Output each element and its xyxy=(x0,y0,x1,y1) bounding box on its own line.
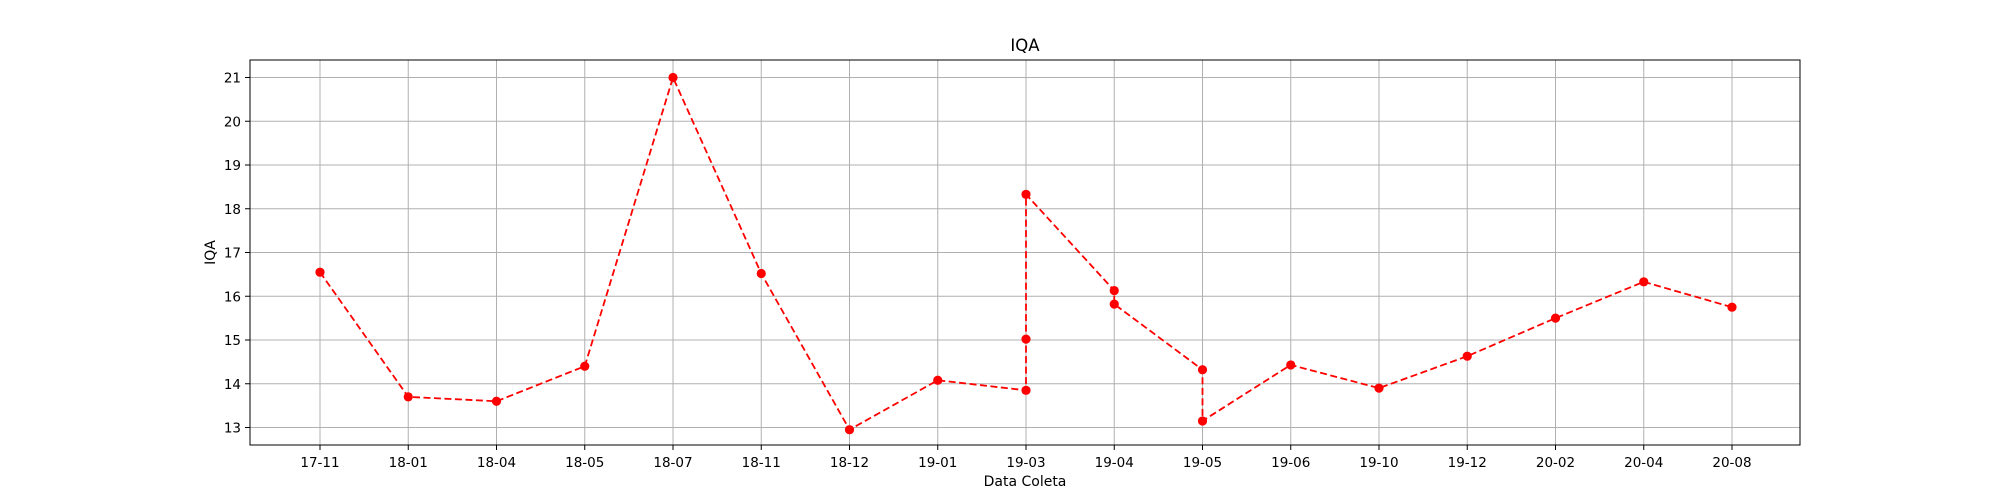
x-axis: 17-11 18-01 18-04 18-05 18-07 18-11 18-12 19-01… xyxy=(300,445,1752,471)
grid xyxy=(250,60,1800,445)
x-tick-label: 19-10 xyxy=(1359,455,1398,471)
x-axis-label: Data Coleta xyxy=(984,474,1067,490)
y-tick-label: 20 xyxy=(224,114,241,130)
data-point xyxy=(1462,351,1472,361)
y-tick-label: 21 xyxy=(224,71,241,87)
x-tick-label: 20-02 xyxy=(1536,455,1575,471)
x-tick-label: 18-01 xyxy=(389,455,428,471)
data-point xyxy=(315,267,325,277)
x-tick-label: 18-12 xyxy=(830,455,869,471)
data-point xyxy=(756,268,766,279)
x-tick-label: 19-12 xyxy=(1448,455,1487,471)
y-tick-label: 18 xyxy=(224,202,241,218)
chart-title: IQA xyxy=(1010,36,1040,55)
data-point xyxy=(1550,313,1561,323)
x-tick-label: 17-11 xyxy=(300,455,339,471)
x-tick-label: 19-06 xyxy=(1271,455,1310,471)
data-point xyxy=(1109,285,1119,296)
x-tick-label: 19-01 xyxy=(918,455,957,471)
data-point xyxy=(403,392,413,402)
y-axis-label: IQA xyxy=(203,240,219,265)
data-point xyxy=(668,72,678,83)
data-point xyxy=(1021,385,1031,395)
data-point xyxy=(580,361,590,371)
x-tick-label: 20-08 xyxy=(1712,455,1751,471)
y-tick-label: 14 xyxy=(224,377,241,393)
y-axis: 13 14 15 16 17 18 19 20 21 xyxy=(224,71,250,437)
data-point xyxy=(1197,365,1208,375)
y-tick-label: 19 xyxy=(224,158,241,174)
data-point xyxy=(1021,334,1031,344)
x-tick-label: 18-11 xyxy=(742,455,781,471)
data-point xyxy=(1727,302,1737,312)
data-point xyxy=(1021,189,1031,199)
x-tick-label: 18-04 xyxy=(477,455,516,471)
data-point xyxy=(1109,299,1119,309)
x-tick-label: 19-03 xyxy=(1006,455,1045,471)
x-tick-label: 18-05 xyxy=(565,455,604,471)
x-tick-label: 19-04 xyxy=(1095,455,1134,471)
data-point xyxy=(844,425,855,435)
data-point xyxy=(491,396,502,406)
y-tick-label: 16 xyxy=(224,289,241,305)
data-point xyxy=(1639,277,1649,287)
x-tick-label: 18-07 xyxy=(653,455,692,471)
series-layer xyxy=(315,72,1737,435)
y-tick-label: 13 xyxy=(224,421,241,437)
x-tick-label: 19-05 xyxy=(1183,455,1222,471)
data-point xyxy=(933,375,943,385)
data-point xyxy=(1197,416,1208,426)
x-tick-label: 20-04 xyxy=(1624,455,1663,471)
data-point xyxy=(1374,383,1384,393)
data-point xyxy=(1286,360,1296,370)
y-tick-label: 17 xyxy=(224,246,241,262)
y-tick-label: 15 xyxy=(224,333,241,349)
